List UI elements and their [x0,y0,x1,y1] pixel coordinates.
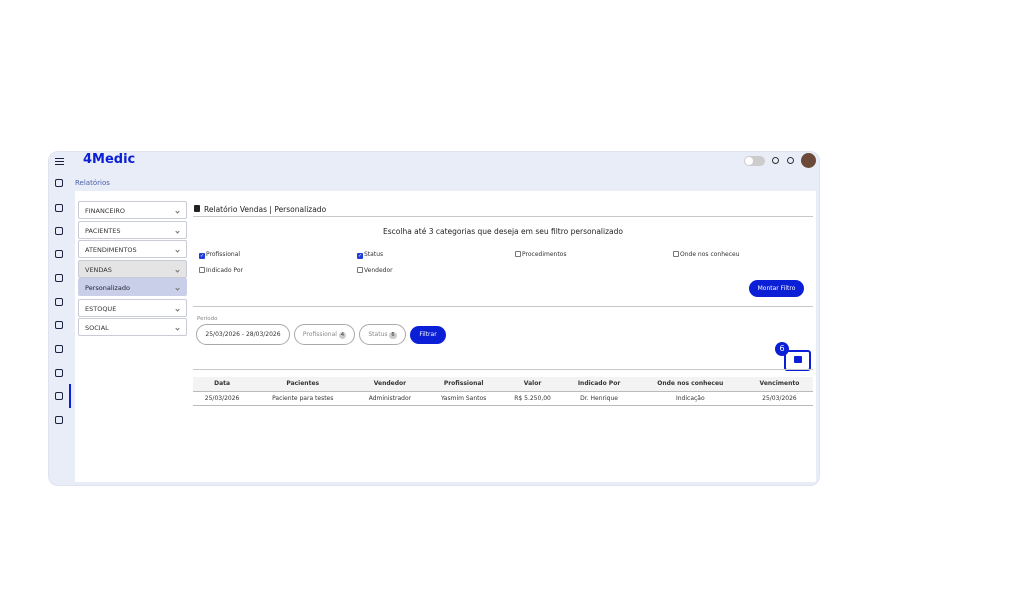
table-row: 25/03/2026 Paciente para testes Administra… [193,391,813,405]
breadcrumb: Relatórios [75,179,110,187]
column-header: Pacientes [286,380,320,388]
rail-icon[interactable] [55,416,63,424]
rail-icon[interactable] [55,321,63,329]
chip-count: 4 [338,332,347,339]
table-cell: Yasmim Santos [440,394,487,402]
checkbox-option[interactable]: Vendedor [357,267,393,274]
checkbox[interactable] [357,267,363,273]
period-input[interactable]: 25/03/2026 - 28/03/2026 [196,324,290,345]
filter-chip[interactable]: Profissional 4 [294,324,355,345]
theme-toggle[interactable] [744,156,765,166]
checkbox[interactable] [515,251,521,257]
column-header: Vendedor [373,380,407,388]
rail-icon[interactable] [55,179,63,187]
menu-item[interactable]: ATENDIMENTOS [78,240,187,258]
submenu-item[interactable]: Personalizado [78,278,187,296]
build-filter-button[interactable]: Montar Filtro [749,280,804,297]
table-cell: 25/03/2026 [204,394,240,402]
report-table: Data Pacientes Vendedor Profissional Valor In… [193,377,813,406]
chat-icon[interactable] [772,157,779,164]
checkbox-label: Vendedor [364,267,393,274]
column-header: Onde nos conheceu [657,380,724,388]
help-icon[interactable] [787,157,794,164]
filter-chip[interactable]: Status 6 [359,324,406,345]
table-cell: R$ 5.250,00 [514,394,551,402]
column-header: Valor [523,380,542,388]
checkbox-label: Profissional [206,251,241,258]
menu-item[interactable]: SOCIAL [78,318,187,336]
instruction: Escolha até 3 categorias que deseja em s… [383,227,623,236]
checkbox[interactable]: ✓ [357,253,363,259]
rail-icon[interactable] [55,369,63,377]
column-header: Profissional [443,380,484,388]
avatar[interactable] [801,153,816,168]
checkbox-label: Status [364,251,384,258]
report-title: Relatório Vendas | Personalizado [204,205,327,214]
checkbox-option[interactable]: Indicado Por [199,267,243,274]
divider [193,216,813,217]
period-label: Período [197,316,218,322]
menu-item[interactable]: ESTOQUE [78,298,187,317]
rail-icon[interactable] [55,204,63,212]
table-cell: 25/03/2026 [762,394,797,402]
report-icon [194,205,200,212]
filter-button[interactable]: Filtrar [410,326,446,344]
column-header: Vencimento [759,380,800,388]
rail-icon[interactable] [55,392,63,400]
checkbox-option[interactable]: ✓ Status [357,251,383,259]
brand: 4Medic [83,152,136,167]
checkbox[interactable] [199,267,205,273]
checkbox-option[interactable]: Procedimentos [515,251,566,258]
rail-icon[interactable] [55,227,63,235]
menu-item[interactable]: PACIENTES [78,220,187,239]
checkbox-label: Indicado Por [206,267,243,274]
checkbox-label: Procedimentos [522,251,567,258]
rail-icon[interactable] [55,345,63,353]
column-header: Data [214,380,231,388]
rail-icon[interactable] [55,250,63,258]
menu-item[interactable]: FINANCEIRO [78,201,187,219]
rail-active [69,384,71,408]
rail-icon[interactable] [55,274,63,282]
checkbox-label: Onde nos conheceu [680,251,740,258]
print-button[interactable] [784,350,811,371]
divider [193,306,813,307]
chip-label: Status [368,331,388,338]
column-header: Indicado Por [577,380,621,388]
rail-icon[interactable] [55,298,63,306]
checkbox-option[interactable]: Onde nos conheceu [673,251,740,258]
checkbox[interactable] [673,251,679,257]
table-cell: Administrador [368,394,412,402]
table-cell: Indicação [675,394,705,402]
divider [193,369,813,370]
menu-item[interactable]: VENDAS [78,259,187,278]
table-cell: Paciente para testes [272,394,334,402]
checkbox[interactable]: ✓ [199,253,205,259]
chip-count: 6 [389,332,397,339]
table-cell: Dr. Henrique [580,394,618,402]
checkbox-option[interactable]: ✓ Profissional [199,251,240,259]
chip-label: Profissional [302,331,337,338]
menu-toggle[interactable] [55,158,64,165]
